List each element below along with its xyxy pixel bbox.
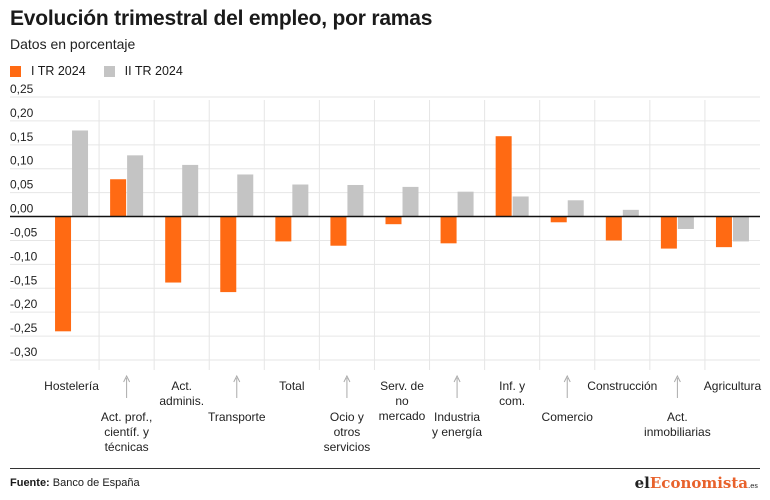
bar-series-1 (55, 216, 72, 332)
x-tick-label: Act. (667, 410, 688, 424)
x-tick-label: Comercio (542, 410, 594, 424)
x-tick-label: y energía (432, 425, 482, 439)
bar-series-2 (567, 200, 584, 217)
bar-series-1 (550, 216, 567, 223)
bar-series-2 (732, 216, 749, 242)
y-tick-label: 0,00 (10, 202, 34, 216)
footer-divider (10, 468, 760, 469)
y-tick-label: -0,15 (10, 273, 38, 287)
chart-subtitle: Datos en porcentaje (10, 36, 136, 52)
x-tick-label: Serv. de (380, 379, 424, 393)
x-tick-label: Hostelería (44, 379, 99, 393)
x-tick-label: Inf. y (499, 379, 525, 393)
logo-suffix: .es (748, 482, 758, 490)
bar-series-2 (512, 196, 529, 217)
source-text: Banco de España (52, 477, 140, 489)
x-tick-label: científ. y (104, 425, 149, 439)
bar-series-2 (182, 164, 199, 217)
x-tick-label: Industria (434, 410, 480, 424)
y-tick-label: 0,10 (10, 154, 34, 168)
label-leader-arrowhead (563, 374, 571, 383)
bar-series-1 (385, 216, 402, 225)
x-tick-label: Agricultura (704, 379, 762, 393)
legend-item-series-1: I TR 2024 (10, 64, 86, 78)
bar-chart: 0,25 0,20 0,15 0,10 0,05 0,00 -0,05 -0,10 -0,15 -… (10, 82, 762, 454)
bar-series-2 (292, 184, 309, 217)
label-leader-arrowhead (673, 374, 681, 383)
source-note: Fuente: Banco de España (10, 477, 140, 489)
x-tick-label: adminis. (159, 394, 204, 408)
y-tick-label: -0,20 (10, 297, 38, 311)
logo-pre: el (634, 474, 650, 492)
chart-title: Evolución trimestral del empleo, por ram… (10, 7, 433, 30)
label-leader-arrowhead (343, 374, 351, 383)
logo-main: Economista (649, 474, 749, 492)
bar-series-1 (220, 216, 237, 293)
legend-label-series-2: II TR 2024 (124, 64, 183, 78)
bar-series-2 (457, 191, 474, 217)
bar-series-2 (127, 155, 144, 217)
brand-logo: elEconomista.es (635, 474, 758, 492)
chart-legend: I TR 2024 II TR 2024 (10, 64, 201, 78)
x-tick-label: Transporte (208, 410, 266, 424)
x-tick-label: Total (279, 379, 304, 393)
bar-series-1 (715, 216, 732, 248)
x-tick-label: Construcción (587, 379, 657, 393)
legend-swatch-series-1 (10, 65, 21, 77)
x-tick-label: mercado (379, 409, 426, 423)
legend-item-series-2: II TR 2024 (103, 64, 183, 78)
bar-series-2 (677, 216, 694, 229)
legend-label-series-1: I TR 2024 (31, 64, 86, 78)
bar-series-1 (110, 179, 127, 217)
bar-series-1 (330, 216, 347, 246)
label-leader-arrowhead (123, 374, 131, 383)
bar-series-2 (402, 186, 419, 217)
y-tick-label: -0,30 (10, 345, 38, 359)
y-tick-label: 0,05 (10, 178, 34, 192)
bar-series-1 (165, 216, 182, 283)
bar-series-2 (72, 130, 89, 217)
y-tick-label: -0,10 (10, 249, 38, 263)
x-tick-label: otros (334, 425, 361, 439)
x-tick-label: inmobiliarias (644, 425, 711, 439)
x-tick-label: servicios (324, 440, 371, 454)
x-tick-label: com. (499, 394, 525, 408)
x-tick-label: Act. prof., (101, 410, 152, 424)
bar-series-2 (237, 174, 254, 217)
y-tick-label: 0,15 (10, 130, 34, 144)
label-leader-arrowhead (453, 374, 461, 383)
y-tick-label: -0,05 (10, 225, 38, 239)
label-leader-arrowhead (233, 374, 241, 383)
y-tick-label: 0,25 (10, 82, 34, 96)
x-tick-label: Act. (171, 379, 192, 393)
bar-series-1 (440, 216, 457, 244)
bar-series-2 (347, 184, 364, 217)
x-tick-label: Ocio y (330, 410, 364, 424)
bar-series-1 (275, 216, 292, 242)
bar-series-2 (622, 209, 639, 217)
x-tick-label: no (395, 394, 409, 408)
legend-swatch-series-2 (103, 65, 115, 77)
bar-series-1 (495, 136, 512, 217)
y-tick-label: 0,20 (10, 106, 34, 120)
x-tick-label: técnicas (105, 440, 149, 454)
y-tick-label: -0,25 (10, 321, 38, 335)
source-label: Fuente: (10, 477, 50, 489)
bar-series-1 (660, 216, 677, 249)
bar-series-1 (605, 216, 622, 241)
